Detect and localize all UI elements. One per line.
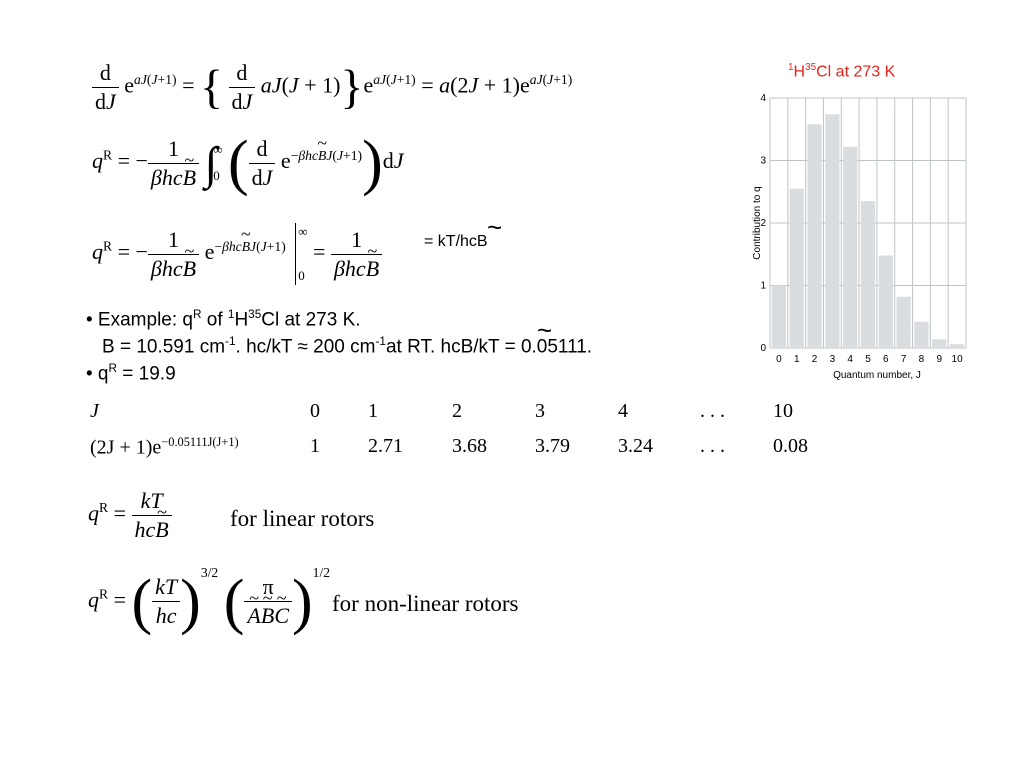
table-cell-j: 3 <box>535 400 545 422</box>
y-tick-label: 3 <box>760 156 766 167</box>
chart-title: 1H35Cl at 273 K <box>788 62 896 81</box>
label-linear-rotors: for linear rotors <box>230 506 375 531</box>
bar-j-10 <box>949 344 965 348</box>
q-result-line: • qR = 19.9 <box>86 362 176 385</box>
table-row-j-label: J <box>90 400 99 422</box>
x-tick-label: 4 <box>847 354 853 365</box>
bar-j-4 <box>843 146 858 348</box>
bar-j-9 <box>932 339 947 348</box>
table-cell-j: 2 <box>452 400 462 422</box>
equation-integral: qR = −1βhcB ∫∞0 (ddJ e−βhcBJ(J+1))dJ <box>92 132 404 194</box>
table-cell-contribution: 3.79 <box>535 435 570 457</box>
x-tick-label: 2 <box>812 354 818 365</box>
bar-j-6 <box>878 255 893 348</box>
table-cell-j: 10 <box>773 400 793 422</box>
tilde-mark: ~ <box>537 315 553 345</box>
x-tick-label: 6 <box>883 354 889 365</box>
side-note: = kT/hcB <box>424 233 488 250</box>
x-tick-label: 10 <box>952 354 964 365</box>
y-tick-label: 1 <box>760 281 766 292</box>
x-tick-label: 1 <box>794 354 800 365</box>
x-tick-label: 3 <box>830 354 836 365</box>
table-cell-contribution: 3.68 <box>452 435 487 457</box>
table-cell-contribution: 2.71 <box>368 435 403 457</box>
y-tick-label: 4 <box>760 93 766 104</box>
x-tick-label: 9 <box>936 354 942 365</box>
table-cell-j: 1 <box>368 400 378 422</box>
bar-j-3 <box>825 114 840 348</box>
label-nonlinear-rotors: for non-linear rotors <box>332 591 519 616</box>
equation-linear-rotors: qR = kThcB <box>88 488 172 543</box>
side-note-tilde: ~ <box>487 212 503 242</box>
table-cell-contribution: 0.08 <box>773 435 808 457</box>
bar-j-1 <box>789 188 804 348</box>
table-cell-contribution: 1 <box>310 435 320 457</box>
x-tick-label: 5 <box>865 354 871 365</box>
x-tick-label: 8 <box>919 354 925 365</box>
table-cell-contribution: 3.24 <box>618 435 653 457</box>
bar-j-8 <box>914 321 929 348</box>
equation-derivative: d dJ eaJ(J+1) = { d dJ aJ(J + 1)}eaJ(J+1) … <box>92 60 572 115</box>
x-axis-label: Quantum number, J <box>833 370 921 381</box>
bar-j-0 <box>771 285 787 348</box>
example-line: • Example: qR of 1H35Cl at 273 K. <box>86 308 361 331</box>
bar-j-7 <box>896 296 911 348</box>
equation-evaluated: qR = −1βhcB e−βhcBJ(J+1) ∞0 = 1βhcB <box>92 210 383 298</box>
table-cell-j: . . . <box>700 400 725 422</box>
table-cell-contribution: . . . <box>700 435 725 457</box>
table-cell-j: 0 <box>310 400 320 422</box>
x-tick-label: 0 <box>776 354 782 365</box>
y-tick-label: 2 <box>760 218 766 229</box>
bar-j-2 <box>807 124 822 348</box>
table-cell-j: 4 <box>618 400 628 422</box>
x-tick-label: 7 <box>901 354 907 365</box>
table-row-contrib-label: (2J + 1)e−0.05111J(J+1) <box>90 435 239 459</box>
bar-j-5 <box>860 201 876 348</box>
y-tick-label: 0 <box>760 343 766 354</box>
y-axis-label: Contribution to q <box>752 186 763 259</box>
constants-line: B = 10.591 cm-1. hc/kT ≈ 200 cm-1at RT. … <box>102 335 593 358</box>
